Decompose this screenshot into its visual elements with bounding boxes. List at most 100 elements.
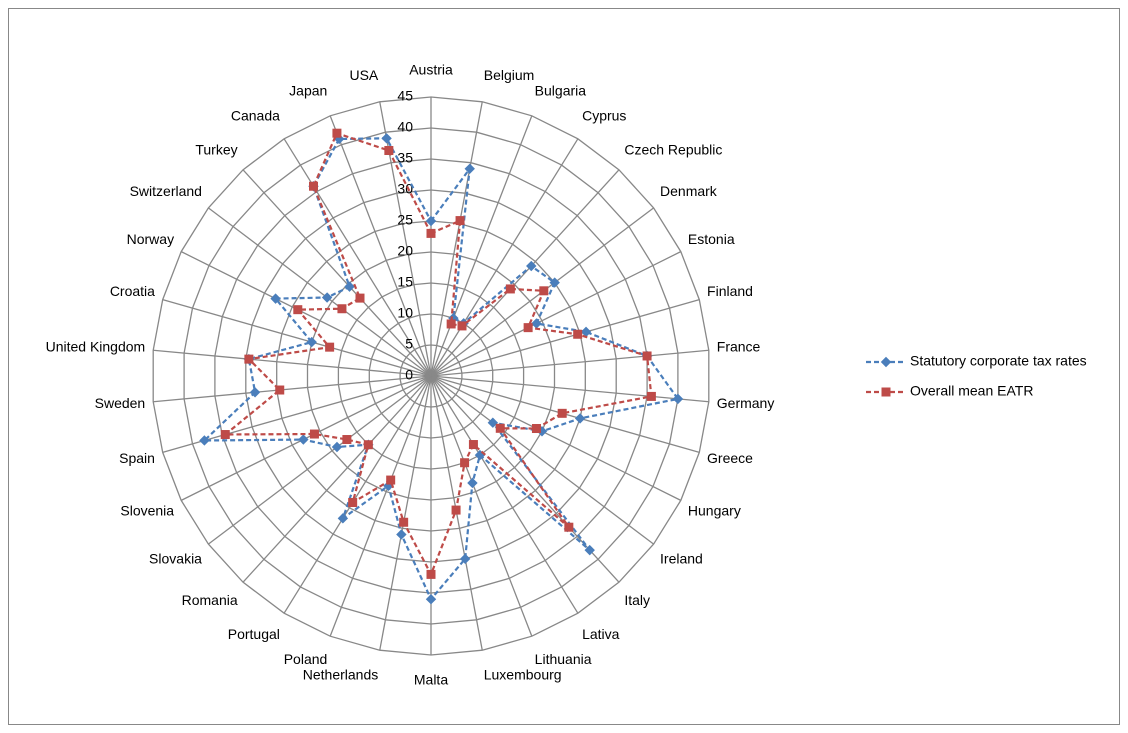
- category-label: Austria: [409, 62, 453, 78]
- point: [455, 216, 465, 226]
- point: [549, 277, 560, 288]
- legend-marker: [881, 387, 891, 397]
- spoke: [430, 375, 655, 545]
- point: [451, 505, 461, 515]
- point: [309, 429, 319, 439]
- category-label: Romania: [182, 592, 238, 608]
- category-label: Hungary: [688, 503, 741, 519]
- category-label: Belgium: [484, 67, 535, 83]
- point: [464, 163, 475, 174]
- r-tick-label: 20: [397, 243, 413, 259]
- spoke: [162, 299, 432, 377]
- point: [539, 286, 549, 296]
- point: [275, 385, 285, 395]
- r-tick-label: 45: [397, 88, 413, 104]
- spoke: [430, 349, 709, 377]
- point: [446, 319, 456, 329]
- spoke: [242, 169, 432, 377]
- r-tick-label: 40: [397, 119, 413, 135]
- category-label: Netherlands: [303, 667, 379, 683]
- category-label: Estonia: [688, 231, 735, 247]
- point: [584, 544, 595, 556]
- spoke: [153, 375, 432, 403]
- point: [309, 181, 319, 191]
- category-label: Ireland: [660, 551, 703, 567]
- point: [531, 424, 541, 434]
- point: [399, 517, 409, 527]
- spoke: [430, 375, 579, 614]
- point: [337, 304, 347, 314]
- point: [460, 458, 470, 468]
- point: [331, 441, 343, 453]
- category-label: United Kingdom: [46, 339, 146, 355]
- spoke: [379, 375, 432, 651]
- category-label: Lithuania: [535, 651, 592, 667]
- spoke: [283, 138, 432, 377]
- spoke: [430, 299, 700, 377]
- spoke: [180, 251, 432, 377]
- r-tick-label: 5: [405, 336, 413, 352]
- point: [348, 498, 358, 508]
- chart-frame: [8, 8, 1120, 725]
- point: [426, 228, 436, 238]
- point: [526, 260, 537, 272]
- category-label: Croatia: [110, 283, 155, 299]
- point: [293, 305, 303, 315]
- point: [646, 391, 656, 401]
- category-label: Sweden: [95, 395, 146, 411]
- category-label: Finland: [707, 283, 753, 299]
- category-label: Slovakia: [149, 551, 202, 567]
- category-label: Turkey: [195, 141, 237, 157]
- point: [457, 321, 467, 331]
- r-tick-label: 15: [397, 274, 413, 290]
- point: [220, 430, 230, 440]
- point: [363, 440, 373, 450]
- point: [487, 417, 499, 428]
- point: [381, 133, 392, 144]
- point: [199, 435, 210, 446]
- point: [244, 354, 254, 364]
- category-label: Lativa: [582, 626, 620, 642]
- category-label: Poland: [284, 651, 328, 667]
- point: [564, 522, 574, 532]
- category-label: Cyprus: [582, 107, 626, 123]
- spoke: [430, 115, 533, 377]
- point: [396, 529, 407, 540]
- point: [298, 434, 309, 445]
- point: [325, 342, 335, 352]
- category-label: Greece: [707, 450, 753, 466]
- category-label: Spain: [119, 450, 155, 466]
- spoke: [430, 169, 620, 377]
- point: [425, 215, 437, 227]
- category-label: Norway: [127, 231, 174, 247]
- point: [495, 423, 505, 433]
- r-tick-label: 30: [397, 181, 413, 197]
- spoke: [430, 375, 682, 501]
- spoke: [430, 251, 682, 377]
- point: [386, 475, 396, 485]
- r-tick-label: 0: [405, 367, 413, 383]
- point: [505, 284, 515, 294]
- point: [270, 293, 281, 304]
- legend-label: Overall mean EATR: [910, 383, 1033, 399]
- point: [468, 440, 478, 450]
- point: [459, 553, 471, 565]
- category-label: Czech Republic: [624, 141, 722, 157]
- spoke: [329, 115, 432, 377]
- category-label: Japan: [289, 82, 327, 98]
- legend-label: Statutory corporate tax rates: [910, 353, 1087, 369]
- point: [249, 387, 261, 398]
- spoke: [430, 101, 483, 377]
- point: [342, 435, 352, 445]
- point: [344, 281, 355, 292]
- r-tick-label: 25: [397, 212, 413, 228]
- point: [425, 593, 437, 605]
- spoke: [430, 375, 709, 403]
- point: [573, 329, 583, 339]
- point: [557, 408, 567, 418]
- spoke: [207, 207, 432, 377]
- category-label: Slovenia: [120, 503, 174, 519]
- category-label: Portugal: [228, 626, 280, 642]
- category-label: Malta: [414, 672, 448, 688]
- spoke: [430, 138, 579, 377]
